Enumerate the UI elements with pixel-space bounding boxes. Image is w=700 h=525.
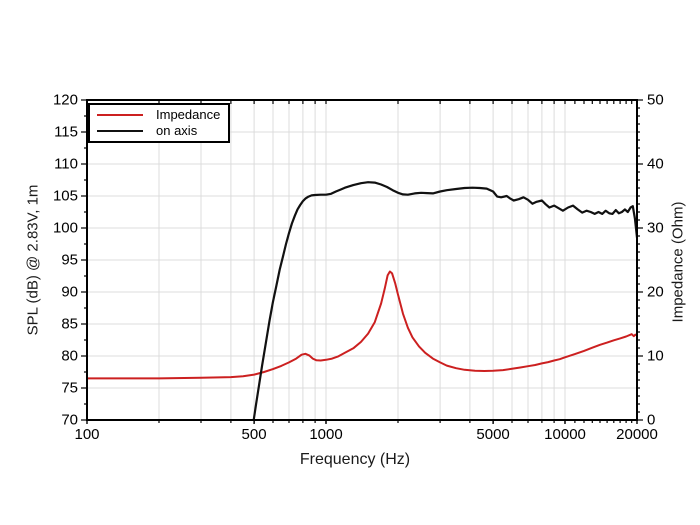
x-tick-label: 5000 — [476, 426, 509, 443]
y-left-tick-label: 110 — [54, 156, 78, 173]
y-right-tick-label: 30 — [647, 220, 664, 237]
legend-label-on-axis: on axis — [156, 123, 198, 138]
y-right-tick-label: 50 — [647, 92, 664, 109]
legend-line-sample-on-axis — [97, 129, 143, 132]
x-tick-label: 100 — [74, 426, 99, 443]
plot-border — [86, 99, 638, 421]
y-left-tick-label: 85 — [61, 316, 78, 333]
y-right-tick-label: 40 — [647, 156, 664, 173]
legend-line-sample-impedance — [97, 113, 143, 116]
y-left-tick-label: 105 — [53, 188, 78, 205]
y-left-tick-label: 100 — [53, 220, 78, 237]
y-right-tick-label: 0 — [647, 412, 655, 429]
series-line-on-axis — [252, 181, 637, 421]
legend-item-impedance: Impedance — [97, 107, 224, 122]
y-axis-title-left: SPL (dB) @ 2.83V, 1m — [24, 184, 42, 336]
legend-item-on-axis: on axis — [97, 123, 224, 138]
series-line-impedance — [87, 270, 637, 380]
y-left-tick-label: 115 — [54, 124, 78, 141]
y-left-tick-label: 90 — [61, 284, 78, 301]
x-tick-label: 20000 — [616, 426, 658, 443]
y-right-tick-label: 10 — [647, 348, 664, 365]
y-left-tick-label: 95 — [61, 252, 78, 269]
y-left-tick-label: 70 — [61, 412, 78, 429]
y-left-tick-label: 75 — [61, 380, 78, 397]
y-axis-title-right: Impedance (Ohm) — [669, 201, 687, 323]
legend-label-impedance: Impedance — [156, 107, 221, 122]
legend: Impedance on axis — [88, 103, 230, 143]
x-axis-title: Frequency (Hz) — [299, 451, 411, 468]
x-tick-label: 1000 — [309, 426, 342, 443]
x-tick-label: 500 — [242, 426, 267, 443]
y-left-tick-label: 120 — [53, 92, 78, 109]
x-tick-label: 10000 — [544, 426, 586, 443]
y-left-tick-label: 80 — [61, 348, 78, 365]
y-right-tick-label: 20 — [647, 284, 664, 301]
